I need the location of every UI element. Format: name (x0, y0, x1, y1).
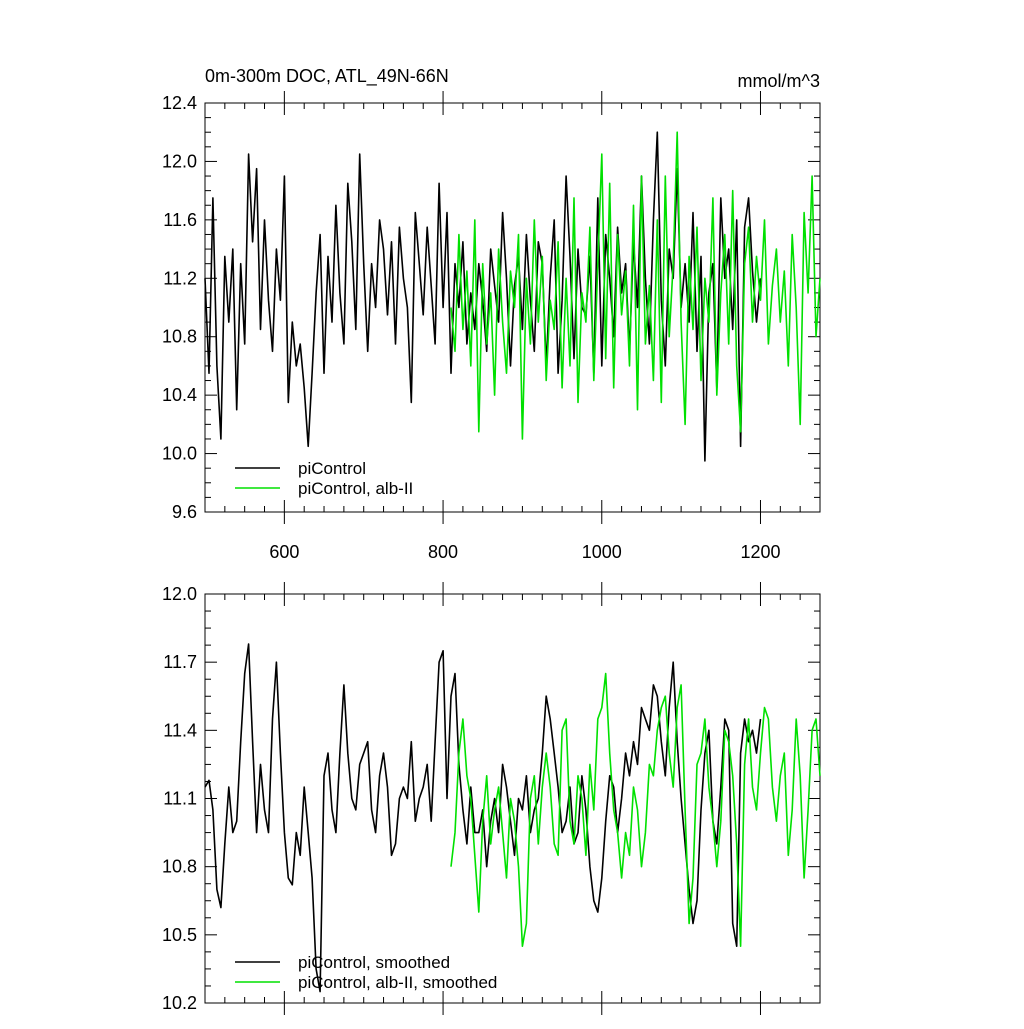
y-tick-label: 10.8 (162, 327, 197, 347)
y-tick-label: 11.1 (163, 789, 197, 809)
series-line-2 (450, 131, 821, 440)
legend-entry-1: piControl, smoothed (298, 953, 450, 972)
legend-entry-1: piControl (298, 459, 366, 478)
series-line-1 (204, 131, 762, 462)
chart-title: 0m-300m DOC, ATL_49N-66N (205, 66, 449, 87)
y-tick-label: 12.4 (162, 93, 197, 113)
x-tick-label: 1200 (740, 542, 780, 562)
y-tick-label: 11.7 (163, 652, 197, 672)
y-tick-label: 10.8 (162, 857, 197, 877)
x-tick-label: 600 (269, 542, 299, 562)
y-tick-label: 10.0 (162, 444, 197, 464)
series-line-2 (450, 672, 821, 948)
panel-1: 9.6 10.0 10.4 10.8 11.2 11.6 12.0 12.4 600 800 100… (162, 66, 821, 562)
x-tick-label: 1000 (582, 542, 622, 562)
y-tick-label: 10.2 (162, 993, 197, 1013)
panel-2: 10.2 10.5 10.8 11.1 11.4 11.7 12.0 piControl, s… (162, 582, 821, 1015)
y-tick-label: 11.4 (163, 720, 197, 740)
y-tick-label: 11.6 (163, 210, 197, 230)
y-tick-label: 11.2 (163, 268, 197, 288)
x-tick-label: 800 (428, 542, 458, 562)
y-tick-label: 12.0 (162, 584, 197, 604)
y-tick-label: 10.4 (162, 385, 197, 405)
legend-entry-2: piControl, alb-II, smoothed (298, 973, 497, 992)
plot-frame (204, 593, 821, 1004)
legend-entry-2: piControl, alb-II (298, 479, 413, 498)
y-tick-label: 12.0 (162, 151, 197, 171)
units-label: mmol/m^3 (738, 71, 820, 91)
y-tick-label: 9.6 (172, 502, 197, 522)
y-tick-label: 10.5 (162, 925, 197, 945)
